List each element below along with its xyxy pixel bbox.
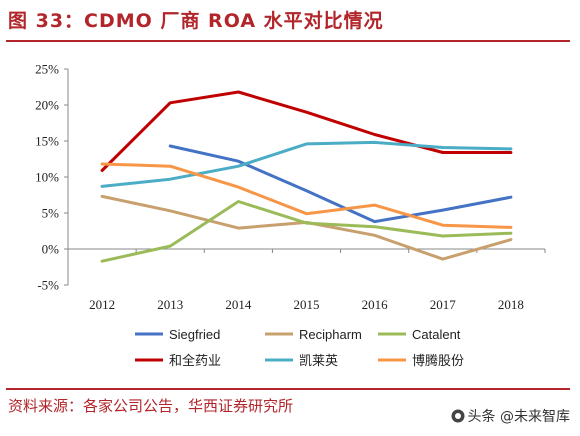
x-tick-label: 2014 — [225, 297, 252, 312]
y-tick-label: 15% — [35, 134, 59, 149]
watermark-logo-icon — [451, 409, 465, 423]
legend-label: Siegfried — [169, 327, 220, 342]
line-chart: -5% 0% 5% 10% 15% 20% 25% 2012 2013 2014 2015 2016 2… — [35, 62, 546, 368]
y-tick-label: 10% — [35, 170, 59, 185]
x-tick-label: 2016 — [362, 297, 389, 312]
watermark-text: 头条 @未来智库 — [467, 409, 570, 425]
source-note: 资料来源：各家公司公告，华西证券研究所 — [8, 397, 294, 415]
y-tick-label: 20% — [35, 98, 59, 113]
series-line-4 — [100, 140, 513, 188]
series-line-3 — [100, 90, 513, 172]
series-line-1 — [100, 194, 513, 261]
top-rule — [6, 40, 570, 42]
y-tick-label: 25% — [35, 62, 59, 77]
legend-label: 凯莱英 — [299, 353, 338, 368]
y-tick-label: 0% — [42, 242, 60, 257]
x-tick-label: 2018 — [498, 297, 524, 312]
legend-label: Recipharm — [299, 327, 362, 342]
legend-label: 博腾股份 — [412, 353, 464, 368]
x-tick-label: 2013 — [157, 297, 183, 312]
legend-label: 和全药业 — [169, 353, 221, 368]
chart-title: 图 33：CDMO 厂商 ROA 水平对比情况 — [8, 10, 384, 32]
legend-label: Catalent — [412, 327, 461, 342]
x-tick-label: 2012 — [89, 297, 115, 312]
x-tick-label: 2017 — [430, 297, 457, 312]
watermark: 头条 @未来智库 — [451, 406, 570, 426]
bottom-rule — [6, 388, 570, 390]
y-tick-label: 5% — [42, 206, 60, 221]
y-tick-label: -5% — [37, 278, 59, 293]
x-tick-label: 2015 — [294, 297, 320, 312]
series-line-2 — [100, 200, 513, 263]
series-line-5 — [100, 162, 513, 229]
series-line-0 — [168, 144, 513, 224]
